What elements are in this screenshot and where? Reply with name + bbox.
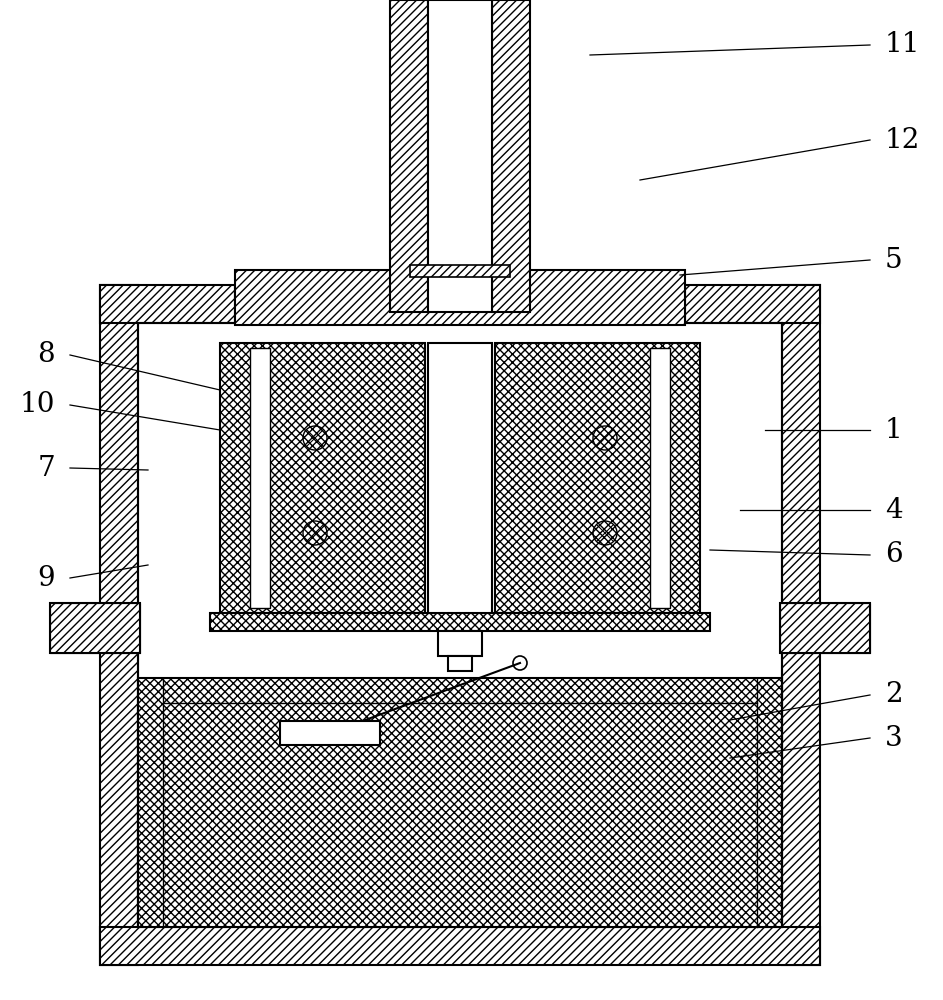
Text: 6: 6: [885, 542, 902, 568]
Text: 12: 12: [885, 126, 920, 153]
Text: 9: 9: [38, 564, 55, 591]
Text: 8: 8: [38, 342, 55, 368]
Bar: [428, 0, 492, 312]
Bar: [495, 343, 700, 613]
Bar: [492, 0, 530, 312]
Bar: [782, 285, 820, 965]
Bar: [438, 631, 482, 656]
Text: 1: 1: [885, 416, 902, 444]
Bar: [280, 721, 380, 745]
Bar: [780, 603, 870, 653]
Bar: [390, 0, 428, 312]
Bar: [100, 285, 138, 965]
Bar: [100, 927, 820, 965]
Bar: [448, 656, 472, 671]
Bar: [250, 348, 270, 608]
Bar: [685, 285, 820, 323]
Bar: [235, 270, 685, 325]
Text: 10: 10: [20, 391, 55, 418]
Bar: [650, 348, 670, 608]
Bar: [100, 285, 235, 323]
Bar: [138, 678, 782, 927]
Bar: [210, 613, 710, 631]
Text: 5: 5: [885, 246, 902, 273]
Bar: [220, 343, 425, 613]
Text: 7: 7: [38, 454, 55, 482]
Text: 4: 4: [885, 496, 902, 524]
Text: 3: 3: [885, 724, 902, 752]
Bar: [50, 603, 140, 653]
Text: 11: 11: [885, 31, 920, 58]
Bar: [428, 343, 492, 613]
Bar: [50, 603, 140, 653]
Bar: [410, 265, 510, 277]
Bar: [780, 603, 870, 653]
Text: 2: 2: [885, 682, 902, 708]
